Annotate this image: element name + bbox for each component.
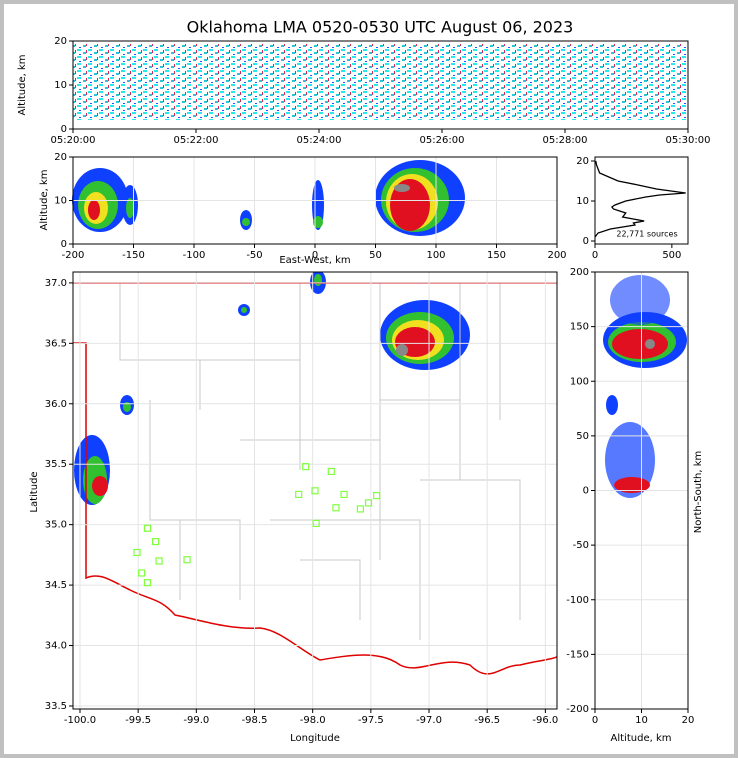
station-marker: [364, 499, 373, 507]
x-tick-label: 05:24:00: [297, 135, 342, 146]
plot-frame: [72, 271, 558, 710]
x-tick-label: 0: [312, 250, 318, 261]
y-tick-label: 50: [576, 431, 589, 442]
x-tick-label: 0: [592, 250, 598, 261]
profile-line: [594, 160, 686, 238]
plot-frame: [72, 156, 558, 245]
y-tick-label: 35.0: [45, 520, 67, 531]
station-marker: [143, 524, 152, 532]
x-tick-label: -98.0: [300, 715, 326, 726]
y-tick-label: 0: [583, 486, 589, 497]
y-tick-label: -50: [573, 540, 589, 551]
station-marker: [302, 463, 310, 471]
y-tick-label: 36.0: [45, 399, 67, 410]
x-axis-label: East-West, km: [279, 255, 350, 266]
y-tick-label: -200: [566, 704, 589, 715]
station-marker: [183, 556, 191, 564]
y-axis-label: Altitude, km: [39, 170, 50, 231]
y-tick-label: 0: [61, 124, 67, 135]
plot-frame: [594, 156, 689, 245]
y-axis-label: North-South, km: [693, 451, 704, 534]
plot-frame: [72, 40, 689, 130]
x-tick-label: 150: [487, 250, 506, 261]
x-tick-label: -50: [246, 250, 262, 261]
annotation: 22,771 sources: [616, 230, 677, 239]
x-tick-label: -200: [62, 250, 85, 261]
station-marker: [356, 505, 364, 513]
source-density: [73, 44, 688, 120]
x-tick-label: -97.5: [358, 715, 384, 726]
y-tick-label: 33.5: [45, 701, 67, 712]
x-tick-label: -98.5: [242, 715, 268, 726]
x-tick-label: 200: [547, 250, 566, 261]
y-tick-label: 0: [583, 236, 589, 247]
station-marker: [373, 492, 381, 500]
plot-frame: [594, 271, 689, 710]
station-marker: [311, 487, 319, 495]
station-marker: [340, 490, 348, 499]
y-tick-label: 10: [54, 80, 67, 91]
x-tick-label: 05:28:00: [543, 135, 588, 146]
source-density: [603, 275, 687, 498]
x-tick-label: -99.5: [125, 715, 151, 726]
y-tick-label: 20: [54, 36, 67, 47]
station-marker: [155, 557, 163, 565]
station-marker: [295, 490, 303, 499]
y-tick-label: 10: [54, 196, 67, 207]
x-tick-label: -96.0: [532, 715, 558, 726]
station-marker: [152, 537, 160, 546]
y-tick-label: -150: [566, 649, 589, 660]
x-tick-label: 0: [592, 715, 598, 726]
station-marker: [143, 579, 152, 587]
x-tick-label: -100.0: [64, 715, 96, 726]
x-tick-label: 50: [369, 250, 382, 261]
x-tick-label: 05:26:00: [420, 135, 465, 146]
station-marker: [327, 467, 335, 476]
y-tick-label: 37.0: [45, 278, 67, 289]
x-tick-label: 05:22:00: [174, 135, 219, 146]
y-tick-label: 34.5: [45, 580, 67, 591]
y-axis-label: Latitude: [29, 471, 40, 512]
x-tick-label: 05:30:00: [666, 135, 711, 146]
x-tick-label: -96.5: [474, 715, 500, 726]
x-tick-label: -99.0: [183, 715, 209, 726]
y-axis-label: Altitude, km: [17, 55, 28, 116]
x-tick-label: -100: [183, 250, 206, 261]
y-tick-label: 20: [576, 156, 589, 167]
x-tick-label: 05:20:00: [51, 135, 96, 146]
y-tick-label: 100: [570, 376, 589, 387]
station-marker: [312, 519, 320, 528]
y-tick-label: 20: [54, 152, 67, 163]
chart-title: Oklahoma LMA 0520-0530 UTC August 06, 20…: [187, 18, 574, 37]
station-marker: [138, 569, 146, 577]
station-marker: [332, 504, 340, 512]
x-tick-label: -150: [122, 250, 145, 261]
y-tick-label: 150: [570, 322, 589, 333]
y-tick-label: 35.5: [45, 459, 67, 470]
x-axis-label: Altitude, km: [611, 733, 672, 744]
station-marker: [133, 548, 141, 557]
y-tick-label: 200: [570, 267, 589, 278]
x-tick-label: 10: [635, 715, 648, 726]
x-tick-label: 100: [426, 250, 445, 261]
y-tick-label: -100: [566, 595, 589, 606]
x-tick-label: -97.0: [416, 715, 442, 726]
x-tick-label: 20: [682, 715, 695, 726]
x-axis-label: Longitude: [290, 733, 340, 744]
y-tick-label: 34.0: [45, 641, 67, 652]
x-tick-label: 500: [662, 250, 681, 261]
y-tick-label: 10: [576, 196, 589, 207]
source-density: [74, 272, 470, 505]
y-tick-label: 36.5: [45, 338, 67, 349]
y-tick-label: 0: [61, 239, 67, 250]
